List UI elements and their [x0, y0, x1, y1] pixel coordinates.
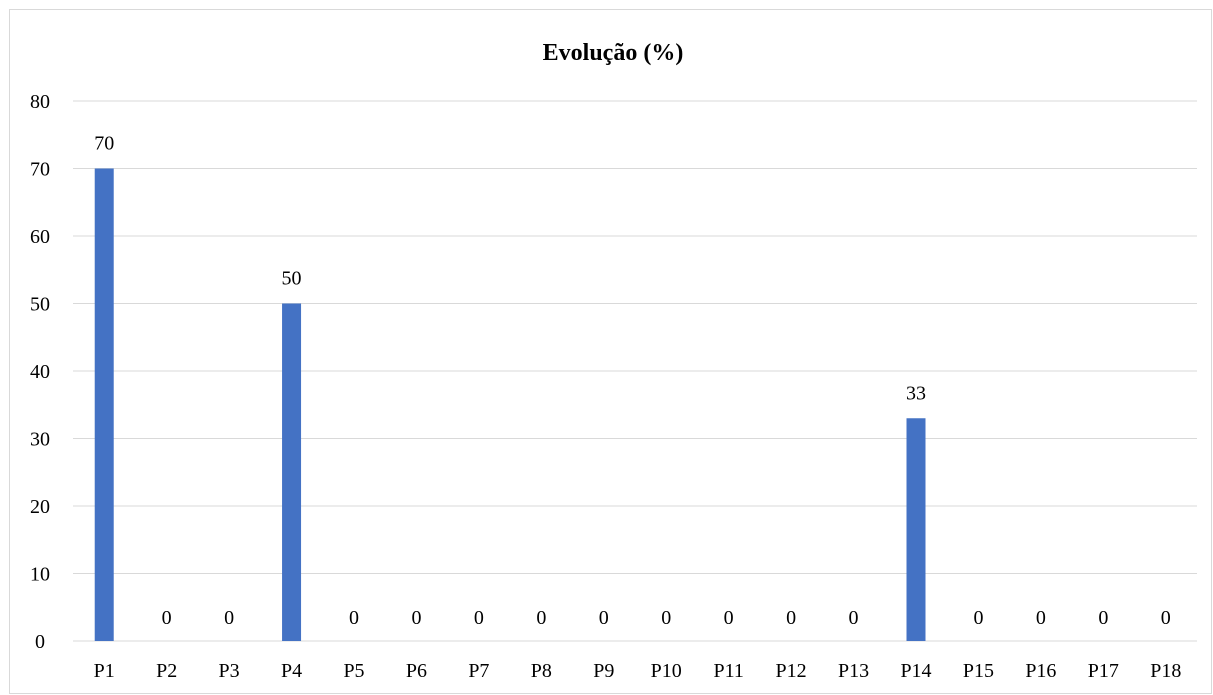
data-labels: 70 0 0 50 0 0 0 0 0 0 0 0 0 33 0 0 0 0 — [94, 133, 1171, 630]
data-label-p8: 0 — [536, 607, 546, 629]
y-tick-label: 60 — [30, 226, 50, 248]
x-tick-label: P17 — [1088, 660, 1119, 682]
y-tick-label: 0 — [35, 631, 45, 653]
data-label-p2: 0 — [162, 607, 172, 629]
data-label-p9: 0 — [599, 607, 609, 629]
y-tick-label: 30 — [30, 429, 50, 451]
chart-title: Evolução (%) — [543, 40, 684, 66]
x-tick-label: P4 — [281, 660, 302, 682]
x-tick-label: P11 — [713, 660, 743, 682]
y-tick-label: 70 — [30, 159, 50, 181]
x-tick-label: P14 — [900, 660, 931, 682]
x-tick-label: P18 — [1150, 660, 1181, 682]
data-label-p17: 0 — [1098, 607, 1108, 629]
x-tick-label: P7 — [468, 660, 489, 682]
y-tick-label: 10 — [30, 564, 50, 586]
y-axis-ticks: 0 10 20 30 40 50 60 70 80 — [30, 91, 50, 653]
x-tick-label: P6 — [406, 660, 427, 682]
chart-container: Evolução (%) 0 10 20 30 40 50 60 70 80 70 0 0 50 0 0 0… — [9, 9, 1212, 694]
data-label-p18: 0 — [1161, 607, 1171, 629]
data-label-p1: 70 — [94, 133, 114, 155]
x-tick-label: P3 — [219, 660, 240, 682]
x-axis-ticks: P1 P2 P3 P4 P5 P6 P7 P8 P9 P10 P11 P12 P13 P14 P15 P16 P… — [94, 660, 1182, 682]
data-label-p4: 50 — [282, 268, 302, 290]
bar-p14 — [906, 418, 926, 641]
x-tick-label: P13 — [838, 660, 869, 682]
gridlines — [73, 100, 1197, 642]
bars — [94, 168, 926, 641]
x-tick-label: P1 — [94, 660, 115, 682]
x-tick-label: P16 — [1025, 660, 1056, 682]
y-tick-label: 20 — [30, 496, 50, 518]
x-tick-label: P2 — [156, 660, 177, 682]
y-tick-label: 40 — [30, 361, 50, 383]
x-tick-label: P12 — [776, 660, 807, 682]
data-label-p15: 0 — [973, 607, 983, 629]
data-label-p5: 0 — [349, 607, 359, 629]
x-tick-label: P9 — [593, 660, 614, 682]
x-tick-label: P8 — [531, 660, 552, 682]
x-tick-label: P15 — [963, 660, 994, 682]
data-label-p12: 0 — [786, 607, 796, 629]
data-label-p11: 0 — [724, 607, 734, 629]
y-tick-label: 80 — [30, 91, 50, 113]
bar-p1 — [94, 168, 114, 641]
data-label-p14: 33 — [906, 382, 926, 404]
data-label-p7: 0 — [474, 607, 484, 629]
y-tick-label: 50 — [30, 294, 50, 316]
data-label-p3: 0 — [224, 607, 234, 629]
data-label-p10: 0 — [661, 607, 671, 629]
bar-p4 — [282, 303, 302, 641]
data-label-p6: 0 — [411, 607, 421, 629]
x-tick-label: P5 — [343, 660, 364, 682]
data-label-p16: 0 — [1036, 607, 1046, 629]
data-label-p13: 0 — [849, 607, 859, 629]
x-tick-label: P10 — [651, 660, 682, 682]
